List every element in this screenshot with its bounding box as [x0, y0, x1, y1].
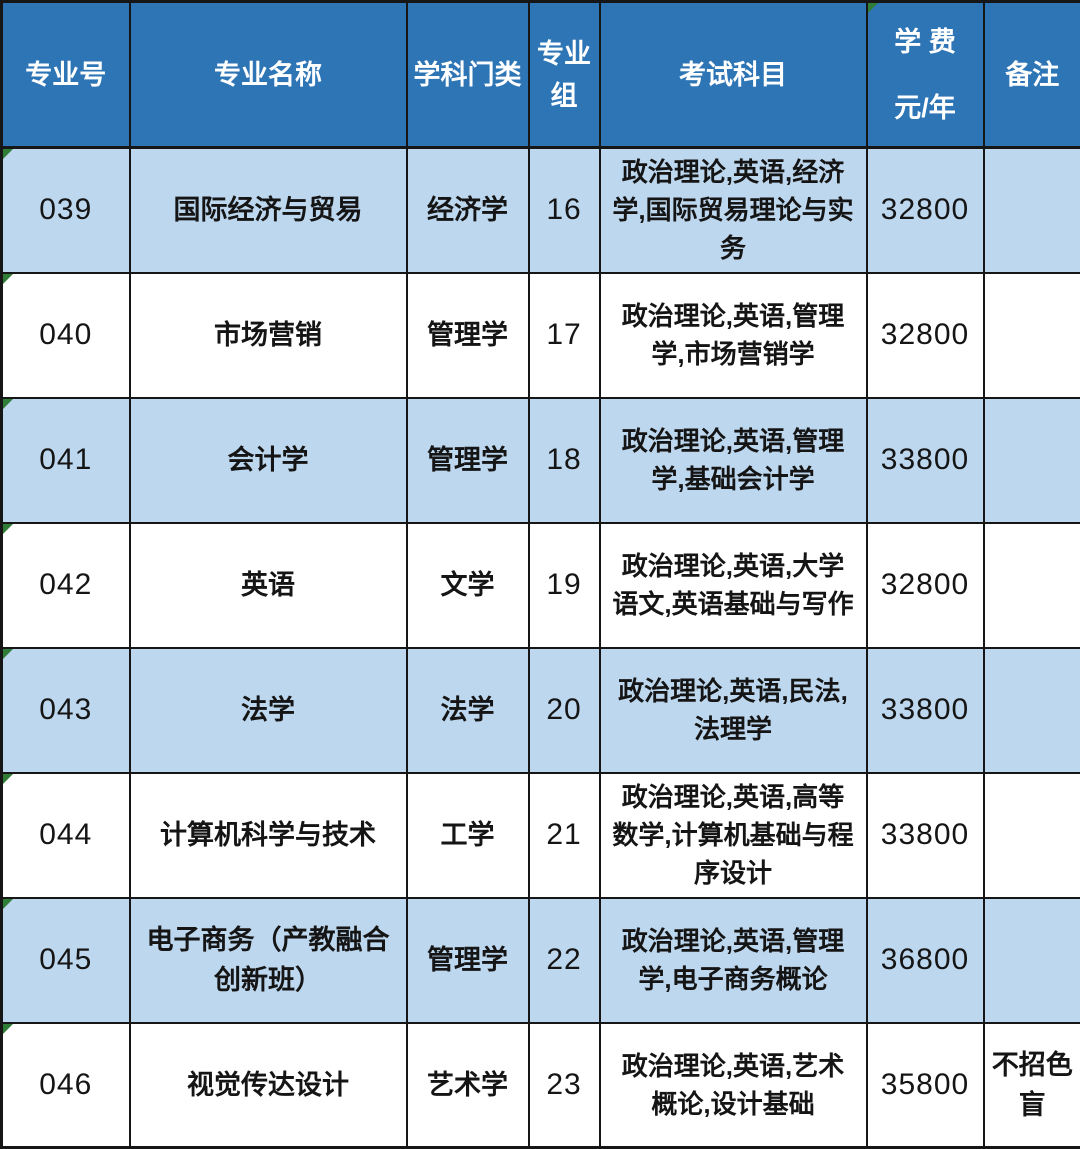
column-header-remark: 备注	[984, 2, 1080, 148]
excel-text-format-flag-triangle-icon	[3, 899, 13, 909]
column-header-code: 专业号	[2, 2, 130, 148]
excel-text-format-flag-triangle-icon	[3, 774, 13, 784]
cell-discipline-039: 经济学	[407, 148, 529, 273]
cell-code-042: 042	[2, 523, 130, 648]
cell-name-040: 市场营销	[130, 273, 407, 398]
cell-group-040: 17	[529, 273, 600, 398]
cell-tuition-044: 33800	[867, 773, 984, 898]
excel-text-format-flag-triangle-icon	[868, 3, 878, 13]
cell-group-046: 23	[529, 1023, 600, 1148]
cell-discipline-046: 艺术学	[407, 1023, 529, 1148]
header-row: 专业号专业名称学科门类专业组考试科目学 费元/年备注	[2, 2, 1080, 148]
cell-subjects-045: 政治理论,英语,管理学,电子商务概论	[600, 898, 867, 1023]
column-header-group: 专业组	[529, 2, 600, 148]
cell-subjects-046: 政治理论,英语,艺术概论,设计基础	[600, 1023, 867, 1148]
cell-remark-039	[984, 148, 1080, 273]
cell-discipline-045: 管理学	[407, 898, 529, 1023]
cell-group-041: 18	[529, 398, 600, 523]
cell-remark-044	[984, 773, 1080, 898]
cell-group-044: 21	[529, 773, 600, 898]
cell-subjects-039: 政治理论,英语,经济学,国际贸易理论与实务	[600, 148, 867, 273]
excel-text-format-flag-triangle-icon	[3, 274, 13, 284]
cell-remark-040	[984, 273, 1080, 398]
cell-name-046: 视觉传达设计	[130, 1023, 407, 1148]
cell-discipline-040: 管理学	[407, 273, 529, 398]
excel-text-format-flag-triangle-icon	[3, 399, 13, 409]
column-header-tuition: 学 费元/年	[867, 2, 984, 148]
excel-text-format-flag-triangle-icon	[3, 1024, 13, 1034]
column-header-name: 专业名称	[130, 2, 407, 148]
cell-code-039: 039	[2, 148, 130, 273]
cell-tuition-039: 32800	[867, 148, 984, 273]
cell-code-046: 046	[2, 1023, 130, 1148]
excel-text-format-flag-triangle-icon	[3, 649, 13, 659]
cell-discipline-042: 文学	[407, 523, 529, 648]
cell-code-043: 043	[2, 648, 130, 773]
table-header: 专业号专业名称学科门类专业组考试科目学 费元/年备注	[2, 2, 1080, 148]
cell-discipline-043: 法学	[407, 648, 529, 773]
cell-discipline-044: 工学	[407, 773, 529, 898]
cell-remark-045	[984, 898, 1080, 1023]
cell-name-039: 国际经济与贸易	[130, 148, 407, 273]
cell-tuition-041: 33800	[867, 398, 984, 523]
cell-group-043: 20	[529, 648, 600, 773]
excel-text-format-flag-triangle-icon	[3, 149, 13, 159]
cell-subjects-044: 政治理论,英语,高等数学,计算机基础与程序设计	[600, 773, 867, 898]
cell-subjects-042: 政治理论,英语,大学语文,英语基础与写作	[600, 523, 867, 648]
cell-code-045: 045	[2, 898, 130, 1023]
cell-remark-042	[984, 523, 1080, 648]
cell-tuition-040: 32800	[867, 273, 984, 398]
cell-remark-043	[984, 648, 1080, 773]
cell-code-040: 040	[2, 273, 130, 398]
cell-group-039: 16	[529, 148, 600, 273]
cell-remark-041	[984, 398, 1080, 523]
cell-name-042: 英语	[130, 523, 407, 648]
cell-code-044: 044	[2, 773, 130, 898]
column-header-subjects: 考试科目	[600, 2, 867, 148]
cell-name-044: 计算机科学与技术	[130, 773, 407, 898]
cell-tuition-043: 33800	[867, 648, 984, 773]
cell-subjects-043: 政治理论,英语,民法,法理学	[600, 648, 867, 773]
cell-tuition-045: 36800	[867, 898, 984, 1023]
cell-group-042: 19	[529, 523, 600, 648]
cell-name-041: 会计学	[130, 398, 407, 523]
excel-text-format-flag-triangle-icon	[3, 524, 13, 534]
cell-group-045: 22	[529, 898, 600, 1023]
cell-name-043: 法学	[130, 648, 407, 773]
cell-tuition-042: 32800	[867, 523, 984, 648]
cell-subjects-040: 政治理论,英语,管理学,市场营销学	[600, 273, 867, 398]
column-header-discipline: 学科门类	[407, 2, 529, 148]
cell-name-045: 电子商务（产教融合创新班）	[130, 898, 407, 1023]
cell-tuition-046: 35800	[867, 1023, 984, 1148]
cell-subjects-041: 政治理论,英语,管理学,基础会计学	[600, 398, 867, 523]
cell-code-041: 041	[2, 398, 130, 523]
cell-discipline-041: 管理学	[407, 398, 529, 523]
cell-remark-046: 不招色盲	[984, 1023, 1080, 1148]
